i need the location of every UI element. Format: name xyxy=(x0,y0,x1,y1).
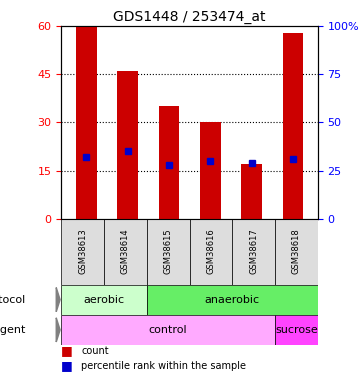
Text: control: control xyxy=(149,325,187,335)
Text: ■: ■ xyxy=(61,359,73,372)
Text: aerobic: aerobic xyxy=(83,295,125,304)
Text: sucrose: sucrose xyxy=(275,325,318,335)
Text: GSM38614: GSM38614 xyxy=(121,229,130,274)
Bar xyxy=(283,33,303,219)
Title: GDS1448 / 253474_at: GDS1448 / 253474_at xyxy=(113,10,266,24)
FancyBboxPatch shape xyxy=(61,285,147,315)
Text: GSM38616: GSM38616 xyxy=(206,229,216,274)
Text: GSM38618: GSM38618 xyxy=(292,229,301,274)
Text: GSM38613: GSM38613 xyxy=(78,229,87,274)
FancyBboxPatch shape xyxy=(61,219,104,285)
Text: anaerobic: anaerobic xyxy=(205,295,260,304)
FancyBboxPatch shape xyxy=(147,285,318,315)
Text: protocol: protocol xyxy=(0,295,26,304)
FancyBboxPatch shape xyxy=(190,219,232,285)
Text: agent: agent xyxy=(0,325,26,335)
Bar xyxy=(76,26,96,219)
FancyBboxPatch shape xyxy=(147,219,190,285)
Bar xyxy=(200,122,221,219)
FancyBboxPatch shape xyxy=(61,315,275,345)
Bar xyxy=(158,106,179,219)
Text: GSM38615: GSM38615 xyxy=(164,229,173,274)
FancyBboxPatch shape xyxy=(232,219,275,285)
FancyBboxPatch shape xyxy=(275,219,318,285)
Text: ■: ■ xyxy=(61,344,73,357)
Bar xyxy=(241,164,262,219)
Bar xyxy=(117,71,138,219)
Text: count: count xyxy=(81,346,109,355)
FancyArrow shape xyxy=(56,288,60,312)
Text: percentile rank within the sample: percentile rank within the sample xyxy=(81,361,246,370)
FancyBboxPatch shape xyxy=(275,315,318,345)
FancyArrow shape xyxy=(56,318,60,342)
FancyBboxPatch shape xyxy=(104,219,147,285)
Text: GSM38617: GSM38617 xyxy=(249,229,258,274)
